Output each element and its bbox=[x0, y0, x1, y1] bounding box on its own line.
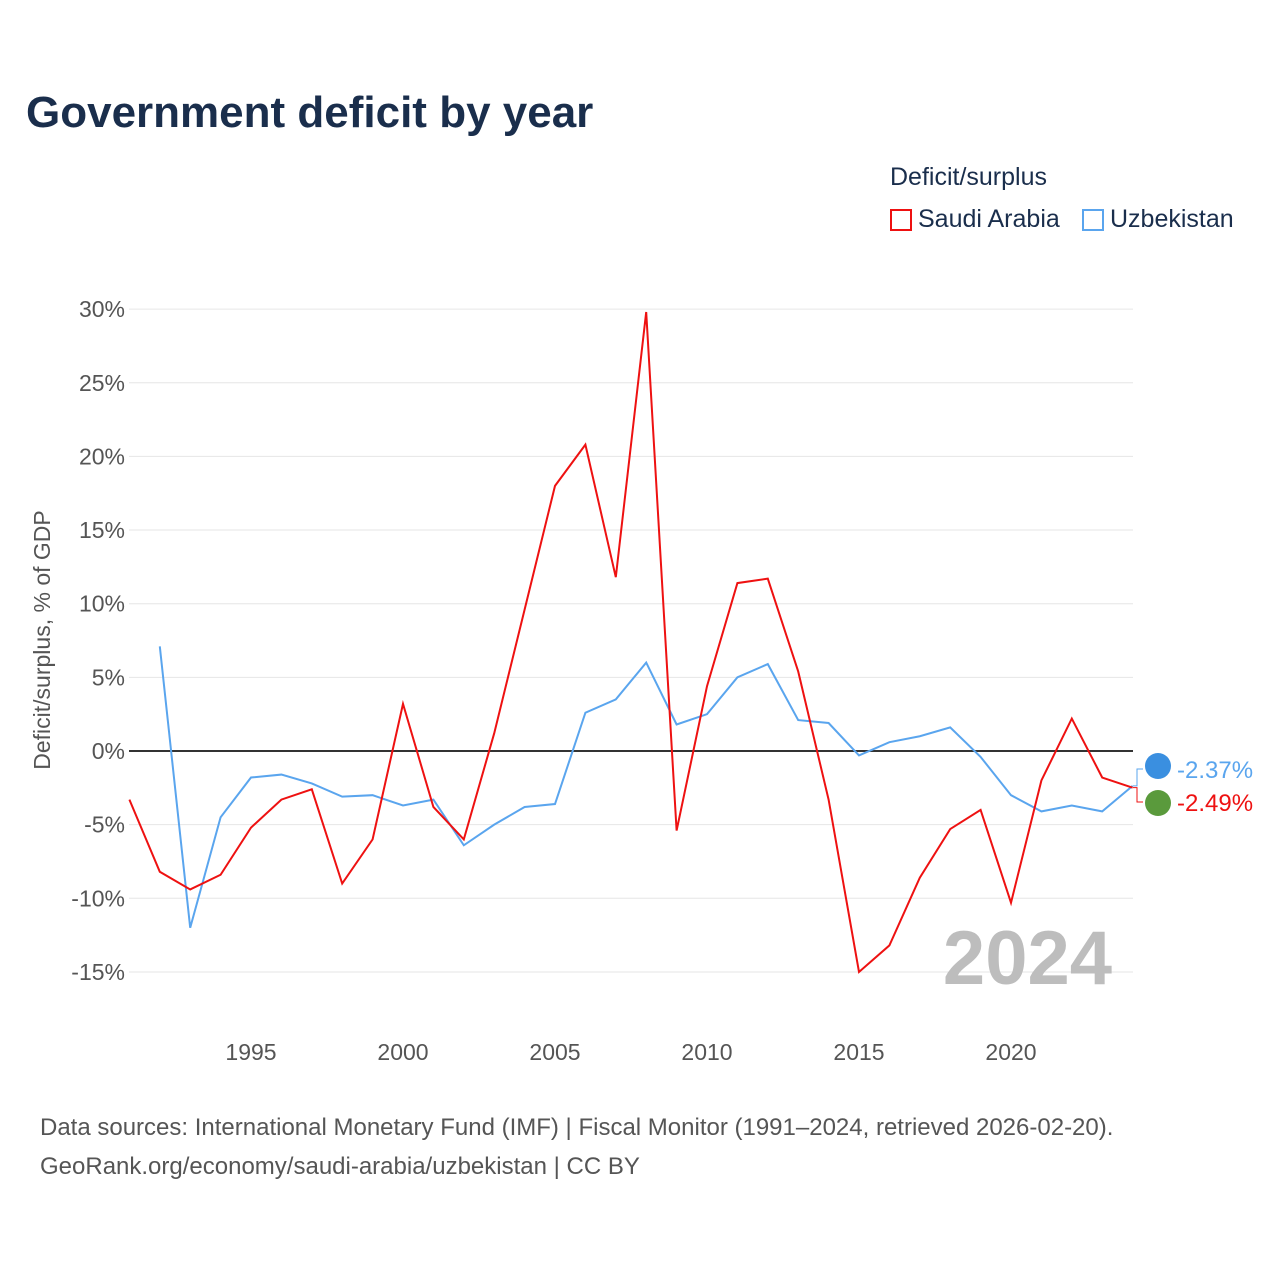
series-line-uzbekistan[interactable] bbox=[158, 646, 1134, 929]
x-tick-label: 2010 bbox=[681, 1039, 732, 1065]
end-connector bbox=[1133, 768, 1143, 787]
x-tick-label: 2020 bbox=[985, 1039, 1036, 1065]
x-tick-label: 1995 bbox=[225, 1039, 276, 1065]
legend-title: Deficit/surplus bbox=[890, 163, 1047, 191]
source-line: Data sources: International Monetary Fun… bbox=[40, 1114, 1114, 1141]
source-note: Data sources: International Monetary Fun… bbox=[40, 1108, 1113, 1186]
y-tick-label: 20% bbox=[79, 443, 125, 469]
legend-label: Uzbekistan bbox=[1110, 205, 1234, 233]
end-connector bbox=[1133, 787, 1143, 803]
y-tick-label: 25% bbox=[79, 370, 125, 396]
y-tick-label: 15% bbox=[79, 517, 125, 543]
year-watermark: 2024 bbox=[943, 916, 1112, 1001]
legend-item-saudi-arabia[interactable]: Saudi Arabia bbox=[890, 205, 1060, 234]
x-tick-label: 2005 bbox=[529, 1039, 580, 1065]
uzbekistan-flag-icon bbox=[1145, 753, 1171, 779]
y-tick-label: 5% bbox=[92, 664, 125, 690]
y-tick-label: 10% bbox=[79, 591, 125, 617]
source-url[interactable]: GeoRank.org/economy/saudi-arabia/uzbekis… bbox=[40, 1153, 640, 1180]
series-line-saudi-arabia[interactable] bbox=[128, 311, 1133, 974]
end-value-label: -2.49% bbox=[1177, 790, 1253, 817]
y-tick-label: 0% bbox=[92, 738, 125, 764]
saudi-flag-icon bbox=[1145, 790, 1171, 816]
y-tick-label: 30% bbox=[79, 296, 125, 322]
legend-swatch-saudi bbox=[890, 208, 912, 231]
x-tick-label: 2000 bbox=[377, 1039, 428, 1065]
chart-title: Government deficit by year bbox=[26, 88, 594, 137]
legend-label: Saudi Arabia bbox=[918, 205, 1060, 233]
y-tick-label: -10% bbox=[71, 885, 125, 911]
y-tick-label: -15% bbox=[71, 959, 125, 985]
legend-item-uzbekistan[interactable]: Uzbekistan bbox=[1082, 205, 1234, 234]
y-axis-label: Deficit/surplus, % of GDP bbox=[29, 510, 55, 769]
x-tick-label: 2015 bbox=[833, 1039, 884, 1065]
y-tick-label: -5% bbox=[84, 812, 125, 838]
end-value-label: -2.37% bbox=[1177, 757, 1253, 784]
legend-swatch-uzbek bbox=[1082, 208, 1104, 231]
